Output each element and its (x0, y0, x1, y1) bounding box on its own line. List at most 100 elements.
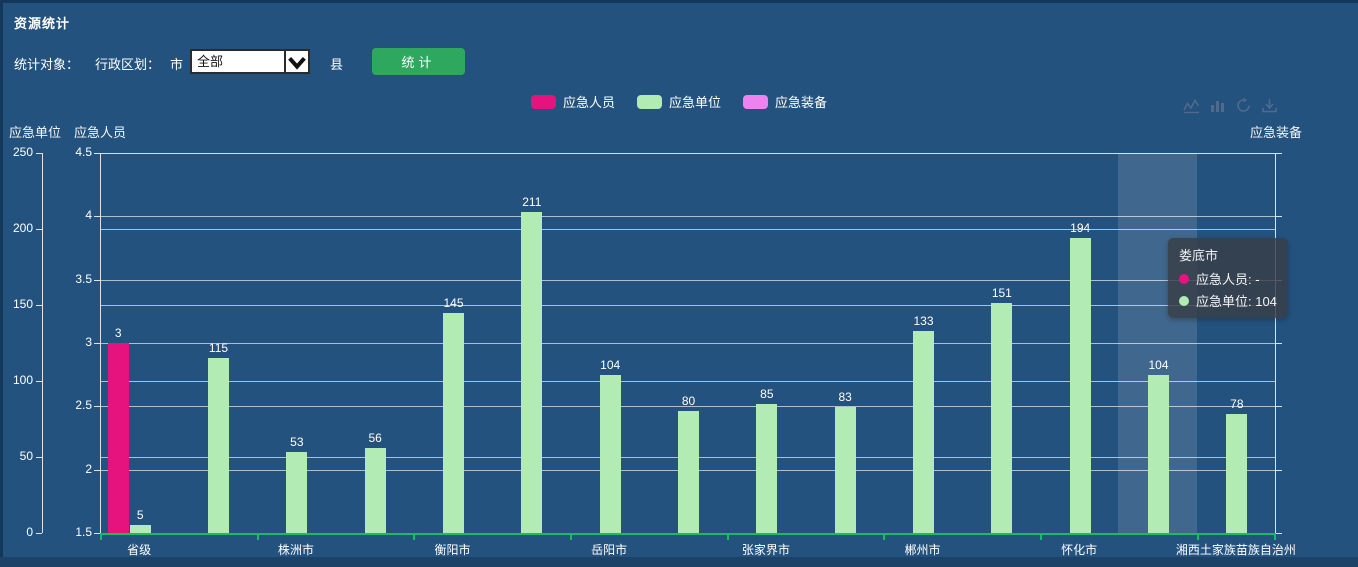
bar-emergency-unit-8[interactable] (756, 403, 778, 533)
bar-value-label: 85 (760, 386, 774, 401)
chart-toolbox (1183, 97, 1278, 114)
left-axis-name-person: 应急人员 (74, 125, 127, 140)
county-label: 县 (330, 57, 344, 72)
bar-value-label: 133 (913, 313, 934, 328)
legend-label: 应急单位 (668, 95, 721, 110)
x-axis-tick (100, 535, 102, 540)
bar-emergency-unit-14[interactable] (1226, 414, 1248, 533)
gridline-unit (100, 229, 1275, 230)
download-icon[interactable] (1261, 97, 1278, 114)
bar-emergency-personnel-0[interactable] (107, 343, 129, 533)
bar-value-label: 3 (114, 326, 122, 340)
chart-legend: 应急人员 应急单位 应急装备 (0, 92, 1358, 111)
y-axis-tick-label-unit: 250 (12, 145, 33, 159)
bar-value-label: 151 (991, 286, 1012, 301)
legend-item-emergency-equipment[interactable]: 应急装备 (743, 92, 827, 111)
gridline-person (100, 153, 1275, 154)
bar-chart-icon[interactable] (1209, 97, 1226, 114)
x-axis-tick (726, 535, 729, 540)
city-select[interactable]: 全部 (190, 49, 310, 74)
legend-swatch-pink (530, 94, 556, 109)
y-axis-tick-equipment (1276, 533, 1282, 534)
bar-emergency-unit-1[interactable] (208, 358, 229, 533)
bar-emergency-unit-9[interactable] (834, 406, 856, 533)
y-axis-tick-equipment (1276, 153, 1282, 154)
y-axis-tick-equipment (1276, 279, 1282, 281)
y-axis-tick-unit (36, 381, 42, 382)
gridline-unit (100, 381, 1275, 382)
y-axis-line-unit (42, 153, 43, 533)
left-axis-name-unit: 应急单位 (9, 125, 62, 140)
bar-emergency-unit-11[interactable] (991, 303, 1013, 533)
statistics-button[interactable]: 统计 (372, 48, 465, 75)
y-axis-tick-unit (36, 305, 42, 306)
bar-emergency-unit-3[interactable] (364, 447, 386, 533)
x-axis-tick (413, 535, 416, 540)
legend-swatch-green (636, 94, 662, 109)
bar-value-label: 115 (208, 341, 229, 356)
y-axis-line-person (100, 153, 101, 533)
gridline-person (100, 279, 1275, 281)
right-axis-name-equipment: 应急装备 (1249, 125, 1302, 140)
bar-emergency-unit-10[interactable] (913, 330, 934, 533)
y-axis-tick-person (94, 216, 100, 218)
bar-value-label: 145 (443, 295, 464, 310)
gridline-person (100, 216, 1275, 218)
x-axis-label-12: 怀化市 (1061, 543, 1098, 557)
x-axis-label-14: 湘西土家族苗族自治州 (1175, 543, 1296, 557)
y-axis-tick-label-person: 4 (85, 208, 92, 223)
y-axis-tick-person (94, 406, 100, 408)
chevron-down-icon[interactable] (284, 51, 308, 72)
x-axis-tick (1196, 535, 1199, 540)
line-chart-icon[interactable] (1183, 97, 1200, 114)
x-axis-tick (570, 535, 572, 540)
bar-emergency-unit-12[interactable] (1069, 238, 1091, 533)
bar-emergency-unit-5[interactable] (521, 212, 543, 533)
y-axis-tick-unit (36, 153, 42, 154)
bar-emergency-unit-7[interactable] (678, 411, 699, 533)
bar-value-label: 78 (1230, 397, 1244, 412)
city-select-value: 全部 (197, 54, 224, 69)
x-axis-tick (1040, 535, 1042, 540)
bar-emergency-unit-0[interactable] (129, 525, 151, 533)
bar-emergency-unit-13[interactable] (1148, 374, 1169, 533)
legend-label: 应急人员 (562, 95, 615, 110)
y-axis-tick-label-person: 1.5 (75, 525, 92, 539)
bar-value-label: 53 (290, 435, 304, 450)
bar-emergency-unit-2[interactable] (286, 452, 308, 533)
y-axis-tick-label-person: 3.5 (75, 271, 92, 286)
bar-emergency-unit-6[interactable] (599, 374, 621, 533)
x-axis-tick (256, 535, 259, 540)
legend-label: 应急装备 (775, 95, 828, 110)
admin-division-label: 行政区划： (95, 57, 161, 72)
restore-icon[interactable] (1235, 97, 1252, 114)
x-axis-label-0: 省级 (127, 543, 152, 557)
y-axis-tick-label-person: 3 (85, 335, 92, 349)
bar-value-label: 211 (522, 195, 542, 210)
city-label: 市 (170, 57, 184, 72)
panel-top-edge (0, 0, 1358, 3)
page-title: 资源统计 (14, 16, 71, 31)
bar-value-label: 80 (681, 394, 696, 409)
y-axis-tick-unit (36, 229, 42, 230)
x-axis-tick (1274, 535, 1276, 540)
bar-value-label: 104 (600, 357, 621, 372)
legend-item-emergency-unit[interactable]: 应急单位 (636, 92, 721, 111)
legend-item-emergency-personnel[interactable]: 应急人员 (530, 92, 615, 111)
y-axis-tick-equipment (1276, 406, 1282, 408)
y-axis-tick-unit (36, 457, 42, 458)
y-axis-tick-equipment (1276, 216, 1282, 218)
x-axis-line (100, 533, 1276, 535)
gridline-person (100, 406, 1275, 408)
y-axis-tick-person (94, 533, 100, 534)
bar-emergency-unit-4[interactable] (443, 312, 464, 533)
gridline-unit (100, 305, 1275, 306)
x-axis-label-2: 株洲市 (277, 543, 314, 557)
y-axis-tick-label-unit: 200 (12, 221, 33, 235)
bar-value-label: 5 (136, 508, 144, 523)
y-axis-line-equipment (1275, 153, 1276, 533)
x-axis-label-10: 郴州市 (904, 543, 941, 557)
x-axis-label-8: 张家界市 (741, 543, 790, 557)
